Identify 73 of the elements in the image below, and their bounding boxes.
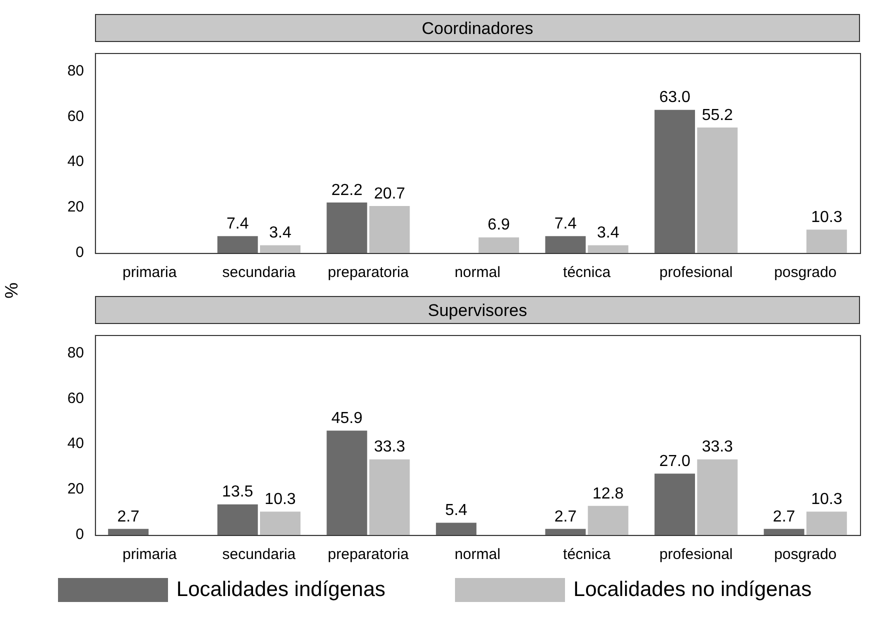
data-label: 63.0 bbox=[659, 89, 690, 106]
bar bbox=[654, 474, 696, 535]
data-label: 12.8 bbox=[592, 485, 624, 502]
x-tick-label: primaria bbox=[122, 546, 178, 564]
x-tick-label: técnica bbox=[563, 546, 612, 564]
data-label: 10.3 bbox=[811, 490, 842, 508]
data-label: 45.9 bbox=[331, 410, 363, 428]
bar bbox=[654, 110, 696, 253]
data-label: 5.4 bbox=[445, 502, 468, 520]
bar bbox=[217, 504, 258, 535]
chart-title: Supervisores bbox=[95, 296, 860, 324]
y-tick-label: 0 bbox=[76, 244, 84, 262]
y-tick-label: 0 bbox=[76, 526, 84, 544]
data-label: 33.3 bbox=[702, 438, 734, 456]
data-label: 2.7 bbox=[117, 508, 140, 526]
x-tick-label: posgrado bbox=[774, 546, 837, 564]
bar bbox=[108, 528, 149, 535]
x-tick-label: normal bbox=[454, 546, 500, 564]
bar bbox=[326, 202, 368, 253]
y-tick-label: 20 bbox=[67, 198, 84, 216]
chart-title: Coordinadores bbox=[95, 14, 860, 42]
bar bbox=[697, 128, 738, 253]
data-label: 27.0 bbox=[659, 453, 690, 470]
x-tick-label: técnica bbox=[563, 264, 612, 282]
text: Localidades no indígenas bbox=[573, 578, 812, 602]
data-label: 2.7 bbox=[554, 508, 577, 526]
bar bbox=[478, 237, 520, 253]
x-tick-label: profesional bbox=[659, 546, 733, 564]
y-tick-label: 60 bbox=[67, 390, 84, 407]
data-label: 3.4 bbox=[269, 224, 292, 242]
bar bbox=[369, 459, 410, 535]
x-tick-label: preparatoria bbox=[328, 264, 410, 282]
bar bbox=[806, 512, 847, 535]
x-tick-label: posgrado bbox=[774, 264, 837, 282]
y-axis-title: % bbox=[2, 282, 22, 299]
data-label: 10.3 bbox=[811, 208, 842, 226]
text: Localidades indígenas bbox=[176, 578, 386, 602]
bar bbox=[545, 236, 586, 253]
data-label: 3.4 bbox=[596, 224, 620, 242]
bar bbox=[369, 206, 410, 253]
bar bbox=[436, 522, 476, 535]
y-tick-label: 60 bbox=[67, 108, 84, 125]
y-tick-label: 80 bbox=[67, 62, 84, 80]
y-tick-label: 40 bbox=[67, 435, 84, 452]
bar bbox=[588, 245, 628, 253]
x-tick-label: secundaria bbox=[222, 264, 296, 282]
y-tick-label: 40 bbox=[67, 153, 84, 170]
data-label: 33.3 bbox=[374, 438, 406, 456]
x-tick-label: primaria bbox=[122, 264, 178, 282]
data-label: 20.7 bbox=[374, 185, 406, 202]
data-label: 13.5 bbox=[222, 484, 254, 501]
data-label: 2.7 bbox=[772, 508, 796, 526]
data-label: 6.9 bbox=[488, 216, 510, 234]
data-label: 7.4 bbox=[554, 216, 577, 233]
data-label: 10.3 bbox=[264, 490, 296, 508]
y-tick-label: 80 bbox=[67, 344, 84, 362]
data-label: 55.2 bbox=[702, 106, 734, 124]
data-label: 22.2 bbox=[331, 182, 363, 199]
bar bbox=[260, 245, 300, 253]
bar bbox=[764, 528, 804, 535]
bar bbox=[697, 459, 738, 535]
bar bbox=[260, 512, 300, 535]
bar bbox=[545, 528, 586, 535]
y-tick-label: 20 bbox=[67, 480, 84, 498]
bar bbox=[326, 430, 368, 535]
x-tick-label: secundaria bbox=[222, 546, 296, 564]
x-tick-label: normal bbox=[454, 264, 500, 282]
bar bbox=[217, 236, 258, 253]
data-label: 7.4 bbox=[226, 216, 249, 233]
bar bbox=[588, 506, 628, 535]
x-tick-label: profesional bbox=[659, 264, 733, 282]
x-tick-label: preparatoria bbox=[328, 546, 410, 564]
bar bbox=[806, 230, 847, 253]
